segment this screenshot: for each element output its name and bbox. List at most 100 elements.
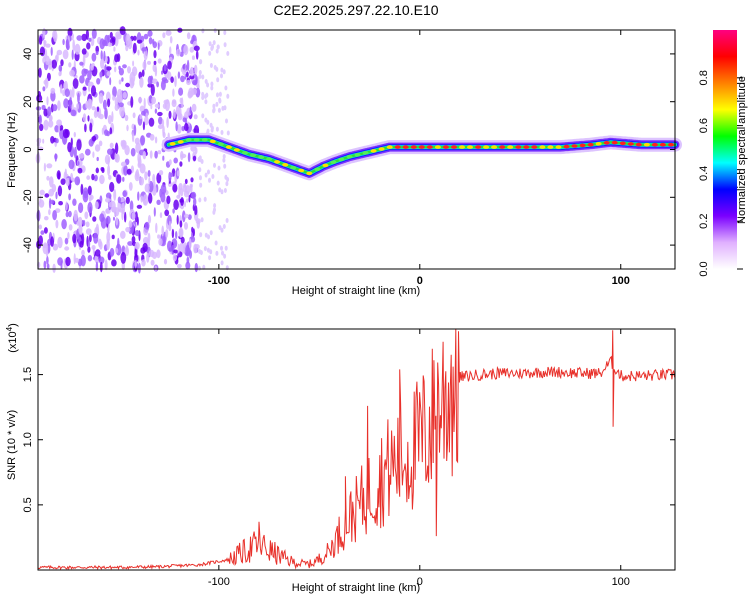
noise-blob xyxy=(171,100,177,108)
noise-blob xyxy=(45,55,50,66)
noise-blob xyxy=(51,59,57,69)
noise-blob xyxy=(134,172,140,182)
noise-blob xyxy=(59,84,63,94)
noise-blob xyxy=(213,203,217,209)
noise-blob xyxy=(157,150,162,155)
noise-blob xyxy=(45,43,51,48)
noise-blob xyxy=(99,38,105,50)
noise-blob xyxy=(199,59,202,65)
noise-blob xyxy=(210,44,214,50)
noise-blob xyxy=(76,35,83,41)
noise-blob xyxy=(96,106,100,112)
noise-blob xyxy=(142,121,145,131)
y-tick-label: -40 xyxy=(22,237,34,253)
noise-blob xyxy=(50,87,56,94)
noise-blob xyxy=(85,148,91,156)
ridge-hotspot xyxy=(177,140,184,144)
y-tick-label: 20 xyxy=(22,96,34,108)
noise-blob xyxy=(76,103,80,110)
noise-blob xyxy=(177,112,183,121)
noise-blob xyxy=(129,200,134,212)
noise-blob xyxy=(105,208,110,214)
noise-blob xyxy=(91,173,95,181)
noise-blob xyxy=(171,244,175,255)
noise-blob xyxy=(223,30,227,36)
noise-blob xyxy=(124,246,130,257)
noise-blob xyxy=(143,97,146,110)
colorbar-tick-label: 0.2 xyxy=(698,214,710,229)
noise-blob xyxy=(117,196,122,204)
noise-blob xyxy=(216,77,220,83)
noise-blob xyxy=(182,64,186,70)
noise-blob xyxy=(189,106,192,114)
noise-blob xyxy=(163,258,168,265)
noise-blob xyxy=(91,135,97,142)
noise-blob xyxy=(51,184,57,193)
noise-blob xyxy=(95,45,99,54)
noise-blob xyxy=(73,131,77,138)
spectrogram-panel: -100 0 100 -40 -20 0 20 40 Height of straight … xyxy=(6,26,682,297)
noise-blob xyxy=(218,97,222,103)
noise-blob xyxy=(148,176,151,185)
ridge-hotspot xyxy=(499,145,506,149)
noise-blob xyxy=(44,193,50,198)
noise-blob xyxy=(94,254,100,264)
noise-blob xyxy=(132,35,137,41)
noise-blob xyxy=(184,73,187,80)
ridge-hotspot xyxy=(467,145,473,149)
noise-blob xyxy=(139,76,144,88)
snr-y-exponent: (x104) xyxy=(5,323,19,353)
noise-blob xyxy=(179,220,183,228)
noise-blob xyxy=(120,161,127,167)
noise-blob xyxy=(86,42,91,50)
ridge-hotspot xyxy=(603,141,610,145)
ridge-hotspot xyxy=(611,140,618,145)
noise-blob xyxy=(191,191,197,199)
ridge-hotspot xyxy=(298,168,305,173)
noise-blob xyxy=(52,263,56,273)
ridge-hotspot xyxy=(523,145,530,149)
noise-blob xyxy=(215,250,219,256)
noise-blob xyxy=(68,62,72,68)
noise-blob xyxy=(46,96,49,106)
noise-blob xyxy=(116,88,123,101)
noise-blob xyxy=(179,187,184,197)
noise-blob xyxy=(191,226,194,233)
noise-blob xyxy=(101,167,105,173)
noise-blob xyxy=(139,163,146,174)
noise-blob xyxy=(83,187,89,199)
noise-blob xyxy=(137,262,141,274)
ridge-hotspot xyxy=(619,141,626,146)
noise-blob xyxy=(150,104,153,110)
noise-blob xyxy=(122,190,127,197)
noise-blob xyxy=(106,71,111,77)
noise-blob xyxy=(41,104,46,111)
noise-blob xyxy=(190,177,194,183)
noise-blob xyxy=(184,222,188,230)
noise-blob xyxy=(180,197,185,206)
ridge-hotspot xyxy=(258,155,265,159)
noise-blob xyxy=(185,261,191,270)
noise-blob xyxy=(157,58,162,64)
x-tick-label: 0 xyxy=(417,275,423,287)
noise-blob xyxy=(226,130,230,136)
noise-blob xyxy=(50,46,53,57)
noise-blob xyxy=(65,38,70,50)
noise-blob xyxy=(154,103,160,109)
noise-blob xyxy=(39,46,46,57)
noise-blob xyxy=(114,151,118,163)
noise-blob xyxy=(68,224,73,231)
ridge-hotspot xyxy=(370,149,377,153)
noise-blob xyxy=(132,112,136,119)
noise-blob xyxy=(140,135,146,146)
noise-blob xyxy=(72,78,79,89)
noise-blob xyxy=(167,60,172,70)
noise-blob xyxy=(148,192,153,204)
noise-blob xyxy=(215,126,219,132)
noise-blob xyxy=(117,237,120,250)
noise-blob xyxy=(85,221,90,228)
noise-blob xyxy=(38,35,43,45)
colorbar-tick-label: 0.0 xyxy=(698,261,710,276)
noise-blob xyxy=(179,51,184,57)
noise-blob xyxy=(53,30,58,43)
